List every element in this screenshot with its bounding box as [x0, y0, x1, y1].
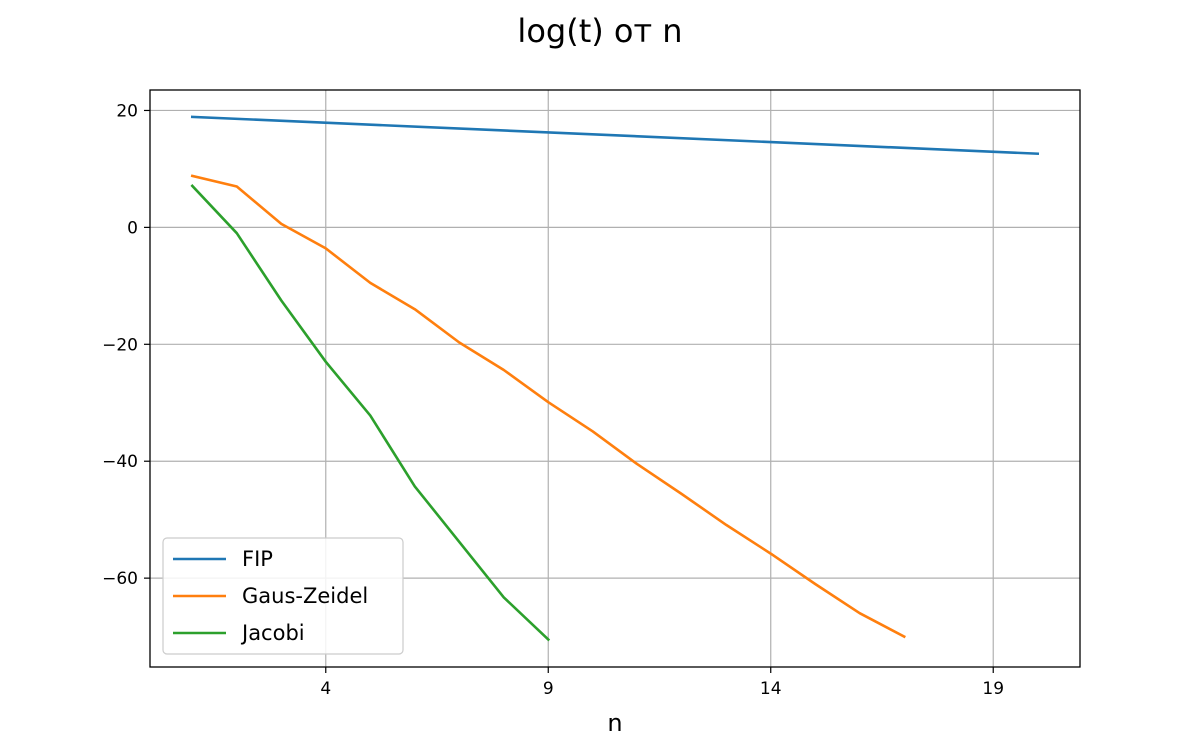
legend-label-jacobi: Jacobi [240, 621, 305, 645]
chart-title: log(t) от n [517, 12, 682, 50]
legend: FIP Gaus-Zeidel Jacobi [162, 537, 404, 655]
grid [150, 90, 1080, 667]
x-tick-label: 19 [982, 679, 1004, 699]
x-axis-label: n [607, 709, 622, 737]
legend-label-fip: FIP [242, 547, 273, 571]
series-line-gaus-zeidel [190, 174, 906, 639]
plot-frame [149, 89, 1081, 668]
legend-box [162, 537, 404, 655]
x-tick-label: 9 [543, 679, 554, 699]
x-tick-label: 14 [760, 679, 782, 699]
legend-label-gaus-zeidel: Gaus-Zeidel [242, 584, 368, 608]
x-tick-label: 4 [320, 679, 331, 699]
y-tick-label: −20 [102, 335, 138, 355]
y-tick-label: 20 [116, 101, 138, 121]
y-tick-label: −40 [102, 452, 138, 472]
series-line-jacobi [190, 184, 551, 642]
series-line-fip [190, 115, 1040, 156]
axis-ticks: 4 9 14 19 20 0 −20 −40 −60 [102, 101, 1004, 699]
y-tick-label: −60 [102, 569, 138, 589]
y-tick-label: 0 [127, 218, 138, 238]
plot-series [190, 115, 1040, 642]
